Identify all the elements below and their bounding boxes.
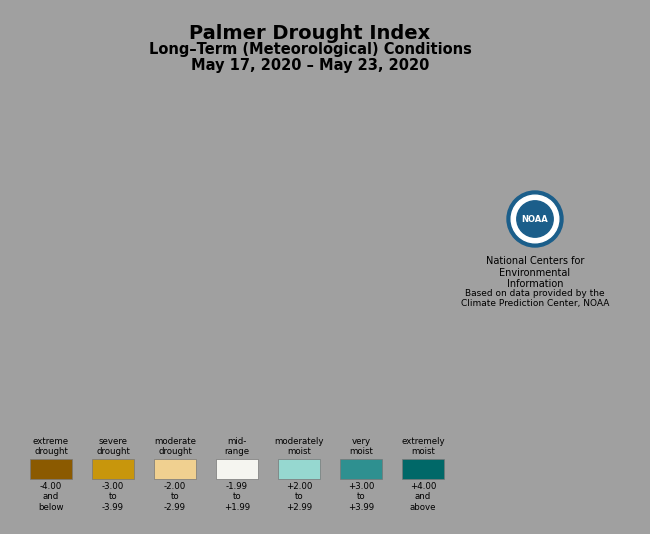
Text: extreme
drought: extreme drought: [33, 437, 69, 456]
Text: NOAA: NOAA: [521, 215, 549, 224]
Bar: [30, 459, 72, 479]
Circle shape: [507, 191, 563, 247]
Text: National Centers for
Environmental
Information: National Centers for Environmental Infor…: [486, 256, 584, 289]
Bar: [402, 459, 444, 479]
Bar: [340, 459, 382, 479]
Text: -2.00
to
-2.99: -2.00 to -2.99: [164, 482, 186, 512]
Text: moderately
moist: moderately moist: [274, 437, 324, 456]
Text: severe
drought: severe drought: [96, 437, 130, 456]
Text: +3.00
to
+3.99: +3.00 to +3.99: [348, 482, 374, 512]
Text: Palmer Drought Index: Palmer Drought Index: [189, 24, 430, 43]
Text: -1.99
to
+1.99: -1.99 to +1.99: [224, 482, 250, 512]
Text: mid-
range: mid- range: [224, 437, 250, 456]
Bar: [154, 459, 196, 479]
Text: -3.00
to
-3.99: -3.00 to -3.99: [102, 482, 124, 512]
Text: -4.00
and
below: -4.00 and below: [38, 482, 64, 512]
Text: extremely
moist: extremely moist: [401, 437, 445, 456]
Text: May 17, 2020 – May 23, 2020: May 17, 2020 – May 23, 2020: [191, 58, 429, 73]
Text: +4.00
and
above: +4.00 and above: [410, 482, 436, 512]
Bar: [92, 459, 134, 479]
Text: +2.00
to
+2.99: +2.00 to +2.99: [286, 482, 312, 512]
Circle shape: [517, 201, 553, 237]
Bar: [216, 459, 258, 479]
Text: moderate
drought: moderate drought: [154, 437, 196, 456]
Text: Based on data provided by the
Climate Prediction Center, NOAA: Based on data provided by the Climate Pr…: [461, 289, 609, 309]
Circle shape: [511, 195, 559, 243]
Bar: [278, 459, 320, 479]
Text: Long–Term (Meteorological) Conditions: Long–Term (Meteorological) Conditions: [149, 42, 471, 57]
Text: very
moist: very moist: [349, 437, 373, 456]
